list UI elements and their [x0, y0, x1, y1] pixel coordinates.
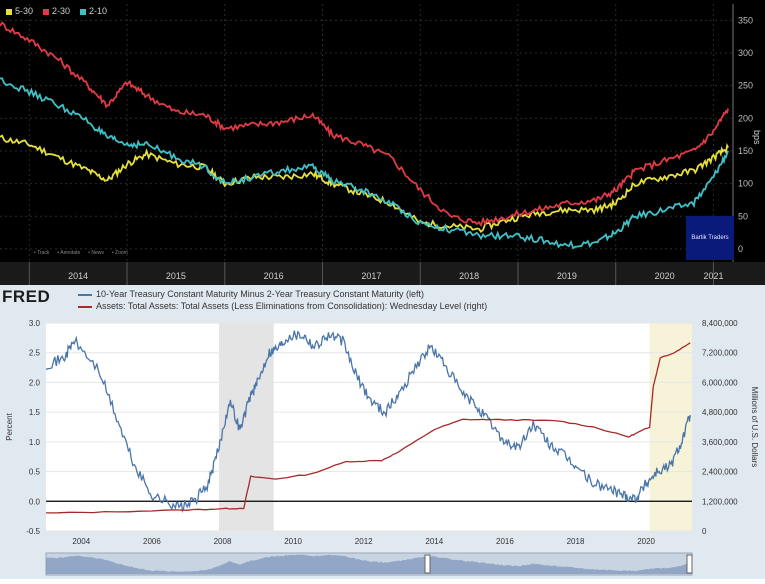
legend-label: 10-Year Treasury Constant Maturity Minus…: [96, 289, 424, 299]
fred-legend-item: Assets: Total Assets: Total Assets (Less…: [78, 300, 487, 312]
range-slider-preview: [46, 554, 692, 574]
x-tick-label: 2006: [143, 537, 161, 546]
x-tick-label: 2016: [264, 271, 284, 281]
fred-legend: 10-Year Treasury Constant Maturity Minus…: [78, 288, 487, 312]
y-tick-label: 350: [738, 15, 753, 25]
right-tick-label: 2,400,000: [702, 468, 738, 477]
x-tick-label: 2010: [284, 537, 302, 546]
legend-label: 2-30: [52, 6, 71, 16]
range-slider-handle-right: [686, 554, 693, 574]
y-axis-label: bps: [752, 130, 762, 145]
left-tick-label: 0.5: [29, 468, 41, 477]
x-tick-label: 2020: [655, 271, 675, 281]
legend-swatch: [43, 8, 50, 15]
y-tick-label: 0: [738, 244, 743, 254]
x-tick-label: 2018: [567, 537, 585, 546]
x-axis-band: [0, 262, 765, 285]
toolbar-track-button[interactable]: • Track: [34, 250, 50, 256]
right-tick-label: 0: [702, 527, 707, 536]
y-tick-label: 150: [738, 146, 753, 156]
fred-logo: FRED: [2, 287, 51, 306]
right-axis-label: Millions of U.S. Dollars: [750, 387, 759, 467]
fred-chart: 3.0 2.5 2.0 1.5 1.0 0.5 0.0 -0.5 8,400,000 7,200,…: [0, 285, 765, 579]
legend-swatch: [6, 8, 12, 15]
y-tick-label: 50: [738, 211, 748, 221]
series-line-yield-spread: [45, 330, 691, 514]
chart-toolbar: • Track • Annotate • News • Zoom: [34, 250, 128, 256]
x-tick-label: 2015: [166, 271, 186, 281]
x-tick-label: 2008: [214, 537, 232, 546]
x-tick-label: 2021: [703, 271, 723, 281]
legend-label: 5-30: [15, 6, 34, 16]
legend-item: 2-10: [80, 6, 107, 16]
legend-swatch: [78, 293, 92, 296]
left-tick-label: -0.5: [26, 527, 40, 536]
y-tick-label: 300: [738, 48, 753, 58]
y-tick-label: 200: [738, 113, 753, 123]
left-axis-label: Percent: [5, 412, 14, 440]
right-tick-label: 1,200,000: [702, 497, 738, 506]
plot-area: [46, 323, 692, 531]
left-tick-label: 1.0: [29, 438, 41, 447]
left-tick-label: 2.0: [29, 378, 41, 387]
recession-shade: [218, 323, 274, 531]
range-slider-handle-left: [424, 554, 431, 574]
left-tick-label: 2.5: [29, 349, 41, 358]
series-line-2-30: [0, 21, 729, 228]
right-tick-label: 4,800,000: [702, 408, 738, 417]
y-tick-label: 250: [738, 81, 753, 91]
x-tick-label: 2018: [459, 271, 479, 281]
legend-label: Assets: Total Assets: Total Assets (Less…: [96, 301, 488, 311]
series-line-fed-assets: [45, 342, 691, 514]
x-tick-label: 2014: [425, 537, 443, 546]
x-tick-label: 2017: [361, 271, 381, 281]
x-tick-label: 2012: [355, 537, 373, 546]
left-tick-label: 1.5: [29, 408, 41, 417]
series-line-2-10: [0, 77, 729, 250]
right-tick-label: 8,400,000: [702, 319, 738, 328]
right-tick-label: 6,000,000: [702, 378, 738, 387]
x-tick-label: 2020: [637, 537, 655, 546]
toolbar-zoom-button[interactable]: • Zoom: [111, 250, 128, 256]
bps-spread-chart-panel: 350 300 250 200 150 100 50 0 bps 2014 2015 2016 2017…: [0, 0, 765, 285]
y-tick-label: 100: [738, 179, 753, 189]
left-tick-label: 0.0: [29, 497, 41, 506]
legend-item: 5-30: [6, 6, 33, 16]
toolbar-news-button[interactable]: • News: [88, 250, 104, 256]
legend-swatch: [78, 305, 92, 308]
chart-background: [0, 0, 765, 285]
fred-legend-item: 10-Year Treasury Constant Maturity Minus…: [78, 288, 487, 300]
top-chart-legend: 5-30 2-30 2-10: [6, 6, 107, 16]
legend-label: 2-10: [89, 6, 108, 16]
watermark-logo: Bartik Traders: [686, 216, 734, 260]
toolbar-annotate-button[interactable]: • Annotate: [57, 250, 81, 256]
bps-spread-chart: 350 300 250 200 150 100 50 0 bps 2014 2015 2016 2017…: [0, 0, 765, 285]
right-tick-label: 7,200,000: [702, 349, 738, 358]
right-tick-label: 3,600,000: [702, 438, 738, 447]
legend-swatch: [80, 8, 87, 15]
x-tick-label: 2014: [68, 271, 88, 281]
legend-item: 2-30: [43, 6, 70, 16]
x-tick-label: 2004: [72, 537, 90, 546]
x-tick-label: 2019: [557, 271, 577, 281]
x-tick-label: 2016: [496, 537, 514, 546]
left-tick-label: 3.0: [29, 319, 41, 328]
fred-chart-panel: 3.0 2.5 2.0 1.5 1.0 0.5 0.0 -0.5 8,400,000 7,200,…: [0, 285, 765, 579]
